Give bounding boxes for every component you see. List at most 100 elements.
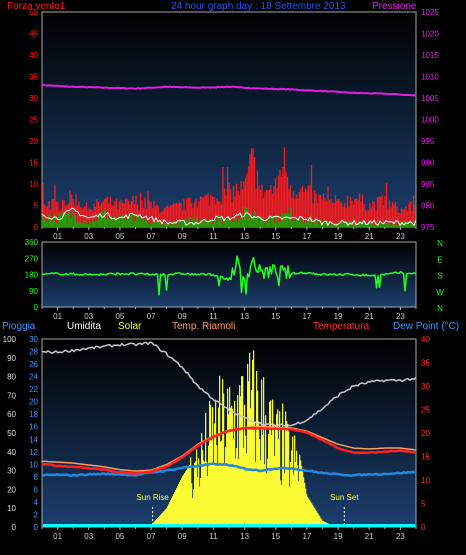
x-tick-label: 09 — [178, 532, 187, 541]
compass-label: N — [437, 239, 443, 248]
solar-y-tick-label: 14 — [29, 435, 38, 444]
rain-y-tick-label: 50 — [7, 429, 16, 438]
pressure-line — [41, 83, 417, 97]
wind-y-tick-label: 35 — [29, 73, 38, 82]
wind-y-tick-label: 10 — [29, 180, 38, 189]
solar-y-tick-label: 4 — [34, 498, 39, 507]
x-tick-label: 09 — [178, 232, 187, 241]
rain-y-tick-label: 60 — [7, 410, 16, 419]
pressure-y-tick-label: 1000 — [421, 116, 439, 125]
x-tick-label: 23 — [396, 312, 405, 321]
x-tick-label: 01 — [53, 232, 62, 241]
x-tick-label: 13 — [240, 232, 249, 241]
direction-y-tick-label: 180 — [25, 271, 39, 280]
sunrise-label: Sun Rise — [136, 493, 169, 502]
temp-y-tick-label: 40 — [421, 335, 430, 344]
pressure-y-tick-label: 1010 — [421, 73, 439, 82]
x-tick-label: 05 — [115, 312, 124, 321]
solar-y-tick-label: 8 — [34, 473, 39, 482]
x-tick-label: 11 — [209, 532, 218, 541]
x-tick-label: 09 — [178, 312, 187, 321]
dew-point-label: Dew Point (°C) — [393, 321, 460, 332]
x-tick-label: 17 — [302, 312, 311, 321]
x-tick-label: 11 — [209, 312, 218, 321]
wind-y-tick-label: 5 — [34, 202, 39, 211]
temp-y-tick-label: 5 — [421, 500, 426, 509]
x-tick-label: 07 — [147, 312, 156, 321]
rain-y-tick-label: 70 — [7, 391, 16, 400]
x-tick-label: 21 — [365, 232, 374, 241]
x-tick-label: 21 — [365, 312, 374, 321]
compass-label: S — [437, 272, 442, 281]
feels-like-label: Temp. Riamoli — [172, 321, 236, 332]
solar-y-tick-label: 2 — [34, 510, 39, 519]
x-tick-label: 01 — [53, 532, 62, 541]
wind-y-tick-label: 20 — [29, 137, 38, 146]
solar-y-tick-label: 22 — [29, 385, 38, 394]
avg-wind-line — [41, 207, 417, 226]
pressure-y-tick-label: 990 — [421, 159, 435, 168]
wind-speed-label: Forza vento1 — [7, 1, 66, 12]
x-tick-label: 03 — [84, 532, 93, 541]
wind-y-tick-label: 50 — [29, 8, 38, 17]
dew-point-line — [41, 462, 417, 477]
pressure-y-tick-label: 985 — [421, 180, 435, 189]
temp-y-tick-label: 10 — [421, 476, 430, 485]
x-tick-label: 13 — [240, 312, 249, 321]
x-tick-label: 03 — [84, 312, 93, 321]
chart-title: 24 hour graph day : 18 Settembre 2013 — [171, 1, 346, 12]
x-tick-label: 19 — [334, 312, 343, 321]
temp-y-tick-label: 20 — [421, 429, 430, 438]
solar-y-tick-label: 30 — [29, 335, 38, 344]
temperature-line — [41, 426, 417, 475]
direction-line — [41, 255, 416, 296]
rain-y-tick-label: 10 — [7, 504, 16, 513]
solar-y-tick-label: 12 — [29, 448, 38, 457]
x-tick-label: 19 — [334, 232, 343, 241]
direction-y-tick-label: 0 — [34, 303, 39, 312]
x-tick-label: 17 — [302, 532, 311, 541]
x-tick-label: 11 — [209, 232, 218, 241]
x-tick-label: 13 — [240, 532, 249, 541]
solar-y-tick-label: 18 — [29, 410, 38, 419]
rain-y-tick-label: 100 — [3, 335, 17, 344]
pressure-y-tick-label: 1020 — [421, 30, 439, 39]
rain-y-tick-label: 40 — [7, 448, 16, 457]
compass-label: W — [436, 288, 444, 297]
pressure-y-tick-label: 1015 — [421, 51, 439, 60]
x-tick-label: 07 — [147, 532, 156, 541]
wind-y-tick-label: 15 — [29, 159, 38, 168]
direction-y-tick-label: 270 — [25, 254, 39, 263]
pressure-y-tick-label: 1005 — [421, 94, 439, 103]
solar-y-tick-label: 10 — [29, 460, 38, 469]
x-tick-label: 19 — [334, 532, 343, 541]
x-tick-label: 03 — [84, 232, 93, 241]
humidity-label: Umidita — [67, 321, 101, 332]
wind-y-tick-label: 0 — [34, 223, 39, 232]
pressure-y-tick-label: 995 — [421, 137, 435, 146]
rain-y-tick-label: 80 — [7, 373, 16, 382]
x-tick-label: 01 — [53, 312, 62, 321]
temp-y-tick-label: 30 — [421, 382, 430, 391]
temp-y-tick-label: 0 — [421, 523, 426, 532]
direction-y-tick-label: 90 — [29, 287, 38, 296]
solar-y-tick-label: 26 — [29, 360, 38, 369]
solar-y-tick-label: 20 — [29, 398, 38, 407]
wind-y-tick-label: 30 — [29, 94, 38, 103]
x-tick-label: 05 — [115, 532, 124, 541]
rain-label: Pioggia — [2, 321, 36, 332]
direction-y-tick-label: 360 — [25, 238, 39, 247]
wind-y-tick-label: 45 — [29, 30, 38, 39]
rain-y-tick-label: 30 — [7, 467, 16, 476]
temp-y-tick-label: 25 — [421, 406, 430, 415]
pressure-y-tick-label: 980 — [421, 202, 435, 211]
rain-y-tick-label: 90 — [7, 354, 16, 363]
wind-y-tick-label: 40 — [29, 51, 38, 60]
temperature-label: Temperatura — [313, 321, 370, 332]
x-tick-label: 15 — [271, 532, 280, 541]
humidity-line — [41, 341, 417, 428]
solar-y-tick-label: 28 — [29, 348, 38, 357]
x-tick-label: 15 — [271, 232, 280, 241]
